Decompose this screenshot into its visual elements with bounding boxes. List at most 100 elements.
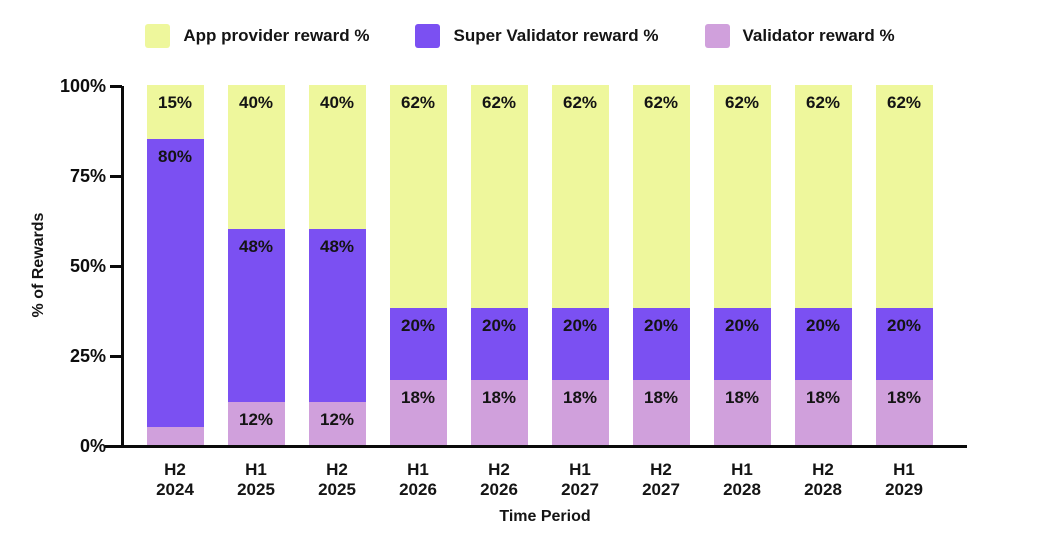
bar-segment — [713, 308, 771, 381]
bar-segment-label: 20% — [724, 316, 760, 336]
bar-segment — [389, 308, 447, 381]
bar-segment-label: 48% — [238, 237, 274, 256]
bar-segment — [875, 380, 933, 445]
legend-label-super-validator: Super Validator reward % — [453, 26, 659, 45]
x-category-label: H2 2027 — [642, 460, 680, 499]
legend-label-validator: Validator reward % — [742, 26, 895, 45]
bar-segment-label: 48% — [319, 237, 355, 256]
legend-label-app-provider: App provider reward % — [183, 26, 370, 45]
x-category-label: H1 2025 — [237, 460, 275, 499]
x-category-label: H1 2028 — [723, 460, 761, 499]
bar-segment-label: 12% — [238, 409, 274, 429]
bar-h1-2028: 18% 20% 62% — [713, 85, 771, 445]
bar-segment-label: 20% — [643, 316, 679, 336]
bar-segment-label: 20% — [805, 316, 841, 336]
bar-segment-label: 62% — [481, 93, 517, 112]
bar-segment-label: 62% — [400, 93, 436, 112]
bar-segment-label: 18% — [886, 388, 922, 408]
bar-segment — [632, 380, 690, 445]
bar-segment — [794, 308, 852, 381]
bar-segment — [470, 380, 528, 445]
bar-segment-label: 18% — [562, 388, 598, 408]
bar-segment-label: 62% — [724, 93, 760, 112]
y-tick-label: 100% — [59, 76, 106, 96]
y-axis-line — [121, 86, 124, 448]
bar-segment — [551, 85, 609, 309]
bar-segment — [794, 85, 852, 309]
x-category-label: H2 2025 — [318, 460, 356, 499]
y-tick — [110, 175, 122, 178]
bar-segment-label: 20% — [562, 316, 598, 336]
y-tick-label: 50% — [69, 256, 106, 276]
bar-segment-label: 62% — [562, 93, 598, 112]
bar-segment — [308, 85, 366, 229]
bar-h1-2026: 18% 20% 62% — [389, 85, 447, 445]
bar-segment-label: 80% — [157, 147, 193, 166]
bar-segment-label: 18% — [643, 388, 679, 408]
y-tick — [110, 355, 122, 358]
bar-segment-label: 18% — [805, 388, 841, 408]
bar-segment-label: 20% — [481, 316, 517, 336]
bar-h2-2026: 18% 20% 62% — [470, 85, 528, 445]
bar-segment — [146, 85, 204, 139]
bar-segment — [308, 401, 366, 445]
bar-h1-2025: 12% 48% 40% — [227, 85, 285, 445]
bar-segment — [146, 139, 204, 427]
bar-segment — [713, 380, 771, 445]
x-category-label: H2 2026 — [480, 460, 518, 499]
bar-segment-label: 62% — [886, 93, 922, 112]
y-tick-label: 0% — [79, 436, 106, 456]
bar-segment-label: 12% — [319, 409, 355, 429]
legend-item-validator: Validator reward % — [704, 24, 895, 48]
y-tick — [110, 85, 122, 88]
bar-segment — [470, 308, 528, 381]
x-category-label: H2 2024 — [156, 460, 194, 499]
legend-swatch-validator — [704, 24, 730, 48]
bar-segment — [227, 401, 285, 445]
bar-segment-label: 20% — [886, 316, 922, 336]
bar-segment-label: 62% — [805, 93, 841, 112]
legend: App provider reward % Super Validator re… — [0, 24, 1040, 48]
y-tick-label: 75% — [69, 166, 106, 186]
bar-segment-label: 40% — [238, 93, 274, 112]
bar-segment — [632, 85, 690, 309]
bar-h1-2027: 18% 20% 62% — [551, 85, 609, 445]
bar-h1-2029: 18% 20% 62% — [875, 85, 933, 445]
bar-segment — [794, 380, 852, 445]
bar-segment — [227, 85, 285, 229]
bar-segment-label: 15% — [157, 93, 193, 112]
bar-segment-label: 18% — [481, 388, 517, 408]
y-axis-title: % of Rewards — [30, 212, 47, 318]
bar-segment-label: 40% — [319, 93, 355, 112]
bar-segment — [470, 85, 528, 309]
bar-segment — [146, 427, 204, 445]
legend-swatch-super-validator — [415, 24, 441, 48]
bar-h2-2027: 18% 20% 62% — [632, 85, 690, 445]
x-category-label: H1 2026 — [399, 460, 437, 499]
bar-segment — [389, 85, 447, 309]
bar-segment — [227, 229, 285, 402]
legend-item-app-provider: App provider reward % — [145, 24, 369, 48]
bar-segment — [875, 308, 933, 381]
bar-segment-label: 62% — [643, 93, 679, 112]
bar-segment — [551, 380, 609, 445]
plot-area: 0%25%50%75%100%5%80%15%H2202412%48%40%H1… — [60, 76, 967, 499]
x-category-label: H2 2028 — [804, 460, 842, 499]
bar-segment — [308, 229, 366, 402]
bar-segment-label: 20% — [400, 316, 436, 336]
x-category-label: H1 2029 — [885, 460, 923, 499]
legend-swatch-app-provider — [145, 24, 171, 48]
legend-item-super-validator: Super Validator reward % — [415, 24, 659, 48]
bar-segment — [551, 308, 609, 381]
x-category-label: H1 2027 — [561, 460, 599, 499]
bar-h2-2025: 12% 48% 40% — [308, 85, 366, 445]
bar-segment — [632, 308, 690, 381]
x-axis-title: Time Period — [499, 508, 591, 525]
bar-segment-label: 18% — [400, 388, 436, 408]
y-tick — [110, 265, 122, 268]
x-axis-line — [105, 445, 967, 448]
y-tick-label: 25% — [69, 346, 106, 366]
bar-segment — [713, 85, 771, 309]
bar-h2-2024: 5%80%15% — [146, 85, 204, 445]
